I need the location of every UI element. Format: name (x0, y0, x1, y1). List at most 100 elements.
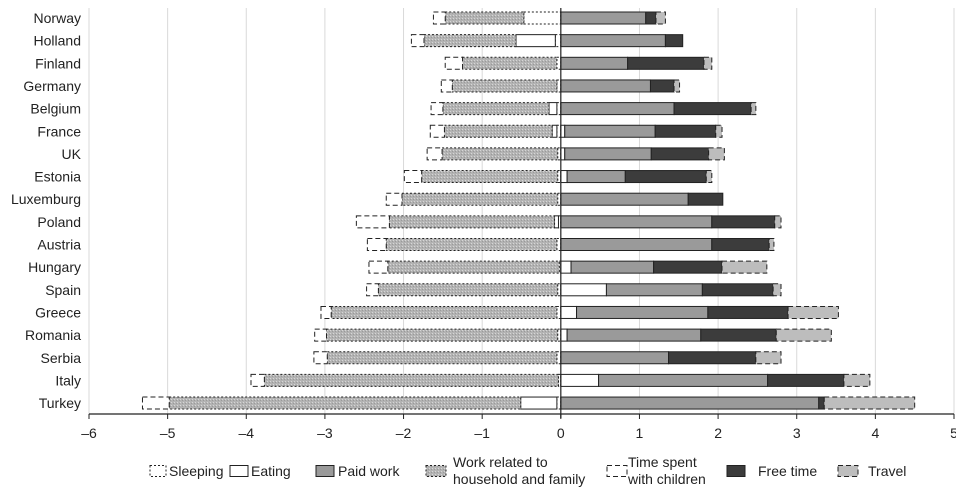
bar-segment-children (141, 396, 170, 410)
bar-segment-free (664, 34, 684, 48)
bar-segment-travel (772, 283, 782, 297)
bar-segment-children (444, 56, 464, 70)
bar-segment-free (818, 396, 825, 410)
bar-segment-free (707, 305, 789, 319)
bar-segment-household (263, 373, 559, 387)
bar-segment-eating (560, 283, 607, 297)
legend-label-children: Time spent (628, 454, 697, 470)
bar-segment-travel (775, 328, 832, 342)
category-label: Greece (35, 304, 81, 320)
category-label: Belgium (30, 101, 81, 117)
bar-segment-travel (655, 11, 666, 25)
bar-segment-paid (560, 351, 670, 365)
bar-segment-travel (823, 396, 916, 410)
bar-segment-sleeping (554, 34, 562, 48)
bar-segment-paid (566, 328, 702, 342)
bar-segment-household (442, 102, 550, 116)
bar-segment-free (767, 373, 845, 387)
x-tick-label: 5 (950, 425, 956, 441)
bar-segment-household (441, 147, 559, 161)
category-label: Hungary (28, 259, 81, 275)
x-tick-label: –6 (81, 425, 97, 441)
bar-segment-children (250, 373, 265, 387)
bar-segment-children (314, 328, 327, 342)
legend-swatch-sleeping (149, 465, 167, 477)
bar-segment-free (650, 147, 710, 161)
grid-lines (88, 8, 955, 414)
bar-segment-eating (560, 170, 568, 184)
bar-segment-paid (560, 396, 820, 410)
bar-segment-children (355, 215, 390, 229)
bar-segment-household (325, 328, 559, 342)
bar-segment-travel (703, 56, 713, 70)
bar-segment-household (444, 11, 525, 25)
x-tick-label: –3 (317, 425, 333, 441)
bar-segment-travel (708, 147, 725, 161)
bar-segment-paid (605, 283, 703, 297)
legend-swatch-eating (229, 465, 249, 477)
bar-segment-paid (560, 192, 689, 206)
legend-swatch-travel (837, 465, 859, 477)
category-label: Turkey (39, 395, 81, 411)
legend-label-household: household and family (453, 471, 585, 487)
bar-segment-children (430, 102, 444, 116)
x-tick-label: 4 (871, 425, 879, 441)
bar-segment-household (330, 305, 558, 319)
bar-segment-travel (721, 260, 768, 274)
bar-segment-free (687, 192, 724, 206)
x-tick-label: –4 (238, 425, 254, 441)
category-label: Spain (45, 282, 81, 298)
bar-segment-paid (576, 305, 709, 319)
bar-segment-travel (705, 170, 713, 184)
bar-segment-household (385, 238, 558, 251)
bar-segment-sleeping (523, 11, 562, 25)
legend-swatch-household (425, 465, 447, 477)
bar-segment-eating (548, 102, 558, 116)
bar-segment-children (440, 79, 453, 93)
bar-segment-household (423, 34, 517, 48)
bar-segment-travel (843, 373, 871, 387)
x-tick-label: 0 (557, 425, 565, 441)
bar-segment-free (654, 124, 717, 138)
bar-segment-paid (560, 102, 675, 116)
legend-label-paid: Paid work (338, 463, 400, 479)
category-label: Germany (23, 78, 81, 94)
bar-segment-eating (515, 34, 556, 48)
bar-segment-children (426, 147, 443, 161)
bar-segment-free (649, 79, 675, 93)
bar-segment-free (627, 56, 705, 70)
bar-segment-free (653, 260, 723, 274)
bar-segment-eating (560, 305, 578, 319)
bar-segment-travel (715, 124, 723, 138)
x-tick-label: –2 (396, 425, 412, 441)
bar-segment-eating (520, 396, 558, 410)
bar-segment-paid (560, 238, 713, 251)
bar-segment-children (429, 124, 445, 138)
bar-segment-paid (560, 34, 666, 48)
bar-segment-paid (560, 11, 647, 25)
bar-segment-eating (551, 124, 558, 138)
x-tick-label: 3 (793, 425, 801, 441)
bar-segment-children (366, 283, 379, 297)
bars (141, 11, 916, 410)
x-tick-label: 2 (714, 425, 722, 441)
category-label: UK (62, 146, 82, 162)
category-label: Norway (34, 10, 81, 26)
category-label: Italy (55, 372, 81, 388)
legend-label-sleeping: Sleeping (169, 463, 224, 479)
bar-segment-household (401, 192, 559, 206)
category-label: Luxemburg (11, 191, 81, 207)
bar-segment-household (326, 351, 558, 365)
bar-segment-children (385, 192, 403, 206)
category-labels: Norway Holland Finland Germany Belgium France… (11, 10, 82, 411)
bar-segment-paid (570, 260, 655, 274)
bar-segment-children (410, 34, 425, 48)
bar-segment-paid (560, 79, 651, 93)
legend: Sleeping Eating Paid work Work related toho… (149, 454, 906, 487)
bar-segment-paid (564, 147, 652, 161)
bar-segment-household (387, 260, 560, 274)
bar-segment-children (368, 260, 389, 274)
bar-segment-household (451, 79, 558, 93)
legend-label-travel: Travel (868, 463, 906, 479)
